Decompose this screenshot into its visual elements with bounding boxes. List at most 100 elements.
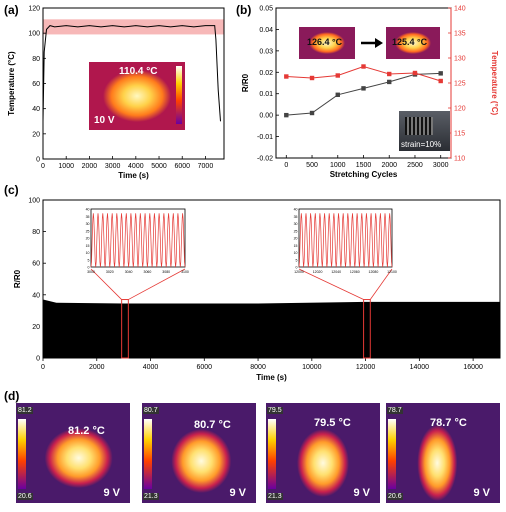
y-tick-label: 40: [32, 292, 40, 299]
x-axis-label: Stretching Cycles: [330, 170, 398, 179]
inset-y-tick-label: 15: [294, 244, 298, 248]
inset-y-tick-label: 0: [296, 266, 298, 270]
chart-temperature-time: (a) 0 1000 2000 3000 4000 5000 6000 7000 0 20 40 60…: [4, 3, 225, 180]
x-tick-label: 1500: [356, 162, 372, 169]
inset-y-tick-label: 40: [294, 208, 298, 212]
series-marker-1: [361, 64, 366, 69]
inset-y-tick-label: 5: [88, 258, 90, 262]
inset-y-tick-label: 20: [294, 237, 298, 241]
series-marker-0: [361, 86, 366, 91]
ir-inset-b-before: 126.4 °C: [299, 27, 355, 59]
x-tick-label: 5000: [151, 163, 167, 170]
y-tick-label: 60: [32, 261, 40, 268]
inset-x-tick-label: 3000: [87, 270, 95, 274]
y-right-tick-label: 135: [454, 31, 466, 38]
y-right-tick-label: 120: [454, 106, 466, 113]
heater-mesh: [405, 117, 433, 135]
y-right-tick-label: 140: [454, 6, 466, 13]
y-tick-label: 40: [32, 106, 40, 113]
series-marker-1: [438, 78, 443, 84]
x-tick-label: 0: [41, 163, 45, 170]
x-tick-label: 4000: [143, 364, 159, 371]
inset-x-tick-label: 12080: [369, 270, 379, 274]
chart-cyclic-resistance: (c) 0 2000 4000 6000 8000 10000 12000 14000 1600…: [4, 183, 501, 382]
inset-x-tick-label: 3020: [106, 270, 114, 274]
panel-label-a: (a): [4, 3, 19, 17]
ir-scale-bar: [268, 419, 276, 489]
y-tick-label: 80: [32, 229, 40, 236]
x-tick-label: 10000: [302, 364, 322, 371]
inset-frame: [298, 208, 393, 268]
y-tick-label: 100: [28, 198, 40, 205]
panel-label-b: (b): [236, 3, 251, 17]
series-marker-1: [284, 74, 289, 79]
series-marker-1: [335, 73, 340, 78]
x-tick-label: 6000: [197, 364, 213, 371]
strain-label: strain=10%: [401, 140, 442, 149]
x-tick-label: 7000: [198, 163, 214, 170]
y-tick-label: 0: [36, 157, 40, 164]
y-axis-label: Temperature (°C): [7, 51, 16, 116]
inset-y-tick-label: 10: [294, 251, 298, 255]
x-tick-label: 1000: [58, 163, 74, 170]
x-tick-label: 3000: [433, 162, 449, 169]
ir-image-3: 79.5 21.3 79.5 °C 9 V: [266, 403, 380, 503]
ir-scale-bar: [388, 419, 396, 489]
y-right-tick-label: 110: [454, 156, 465, 163]
ir-scale-max: 81.2: [17, 407, 33, 414]
y-tick-label: 120: [28, 6, 40, 13]
y-tick-label: 0.02: [259, 70, 273, 77]
ir-scale-bar: [176, 66, 182, 124]
x-tick-label: 2000: [82, 163, 98, 170]
arrow-icon: [361, 36, 383, 48]
x-tick-label: 12000: [356, 364, 376, 371]
x-tick-label: 2500: [407, 162, 423, 169]
y-tick-label: 20: [32, 131, 40, 138]
x-tick-label: 4000: [128, 163, 144, 170]
inset-waveform: [90, 213, 186, 268]
series-marker-1: [309, 75, 315, 81]
zoom-connector: [128, 268, 186, 300]
panel-label-c: (c): [4, 183, 19, 197]
y-tick-label: 0.04: [259, 27, 273, 34]
photo-strain-inset: strain=10%: [399, 111, 450, 151]
y-tick-label: 100: [28, 31, 40, 38]
ir-temp-label: 80.7 °C: [194, 419, 231, 431]
ir-inset-b-after: 125.4 °C: [386, 27, 440, 59]
y-right-tick-label: 115: [454, 131, 465, 138]
inset-x-tick-label: 12000: [294, 270, 304, 274]
zoom-box: [363, 299, 371, 359]
panel-d: (d): [0, 385, 506, 512]
x-tick-label: 0: [284, 162, 288, 169]
x-tick-label: 6000: [174, 163, 190, 170]
x-axis-label: Time (s): [118, 171, 149, 180]
inset-y-tick-label: 0: [88, 266, 90, 270]
y-tick-label: 0.00: [259, 113, 273, 120]
x-tick-label: 0: [41, 364, 45, 371]
y-tick-label: 0.01: [259, 91, 273, 98]
x-tick-label: 3000: [105, 163, 121, 170]
y-right-axis-label: Temperature (°C): [490, 51, 499, 116]
y-tick-label: -0.01: [257, 134, 273, 141]
ir-voltage-label: 9 V: [103, 487, 120, 499]
chart-stretching-cycles: (b) 0 500 1000 1500 2000 2500 3000 -0.02 -0.01 0.…: [236, 3, 499, 179]
y-axis-label: R/R0: [241, 73, 250, 92]
series-marker-1: [387, 71, 392, 77]
ir-temp-label: 79.5 °C: [314, 417, 351, 429]
y-tick-label: 20: [32, 324, 40, 331]
zoom-box: [121, 299, 129, 359]
inset-frame: [90, 208, 186, 268]
ir-temp-label: 78.7 °C: [430, 417, 467, 429]
x-tick-label: 1000: [330, 162, 346, 169]
inset-y-tick-label: 20: [86, 237, 90, 241]
inset-y-tick-label: 40: [86, 208, 90, 212]
ir-scale-bar: [18, 419, 26, 489]
series-marker-0: [284, 112, 289, 118]
y-right-tick-label: 125: [454, 81, 466, 88]
inset-y-tick-label: 25: [294, 229, 298, 233]
inset-y-tick-label: 25: [86, 229, 90, 233]
inset-x-tick-label: 3060: [144, 270, 152, 274]
ir-scale-min: 20.6: [17, 493, 33, 500]
temperature-line: [42, 25, 221, 122]
series-marker-0: [309, 110, 315, 116]
